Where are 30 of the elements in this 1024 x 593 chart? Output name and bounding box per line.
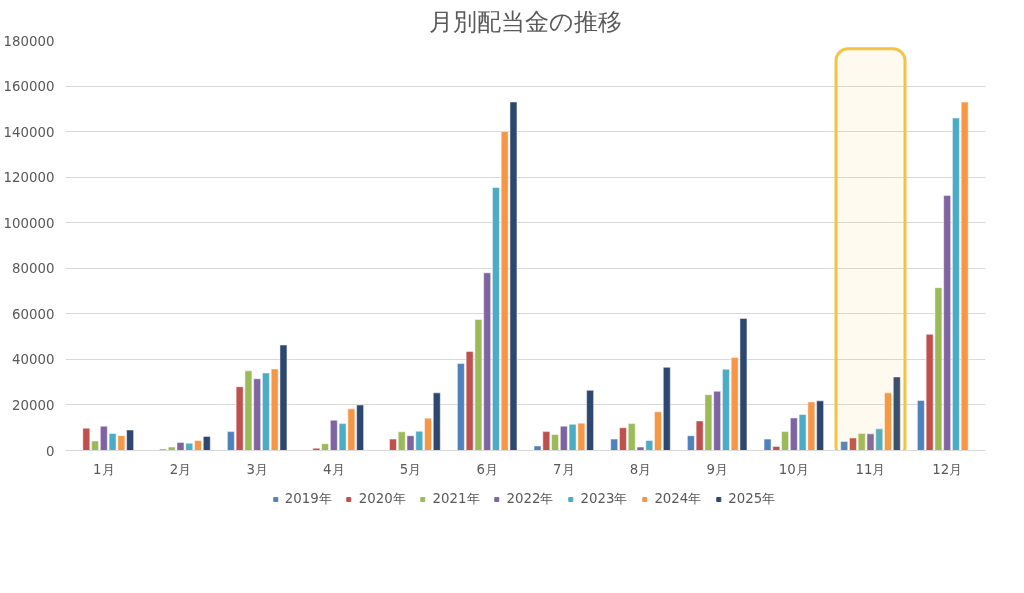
y-tick-label: 80000	[12, 261, 55, 277]
x-tick-label: 2月	[169, 461, 192, 477]
y-tick-label: 20000	[12, 397, 55, 413]
y-tick-label: 120000	[3, 170, 55, 186]
legend-label: 2023年	[580, 490, 628, 508]
y-tick-label: 100000	[3, 215, 55, 231]
x-tick-label: 3月	[246, 461, 268, 477]
x-tick-label: 7月	[553, 461, 575, 477]
x-tick-label: 1月	[93, 461, 115, 477]
legend-label: 2025年	[728, 490, 776, 508]
y-tick-label: 60000	[12, 306, 55, 322]
x-tick-label: 10月	[778, 461, 809, 477]
x-tick-label: 8月	[629, 461, 652, 477]
y-tick-label: 40000	[12, 352, 55, 368]
x-tick-label: 12月	[932, 461, 963, 477]
y-tick-label: 160000	[3, 79, 55, 95]
chart-title: 月別配当金の推移	[429, 7, 622, 36]
x-tick-label: 4月	[323, 461, 345, 477]
x-tick-label: 5月	[399, 461, 422, 477]
legend-label: 2020年	[358, 490, 406, 508]
y-tick-label: 0	[46, 443, 55, 459]
y-tick-label: 140000	[3, 124, 55, 140]
x-tick-label: 6月	[476, 461, 498, 477]
x-tick-label: 11月	[855, 461, 886, 477]
legend-label: 2022年	[506, 490, 554, 508]
y-tick-label: 180000	[3, 33, 55, 49]
legend-label: 2024年	[654, 490, 702, 508]
legend-label: 2021年	[432, 490, 480, 508]
legend-label: 2019年	[284, 490, 332, 508]
x-tick-label: 9月	[706, 461, 728, 477]
